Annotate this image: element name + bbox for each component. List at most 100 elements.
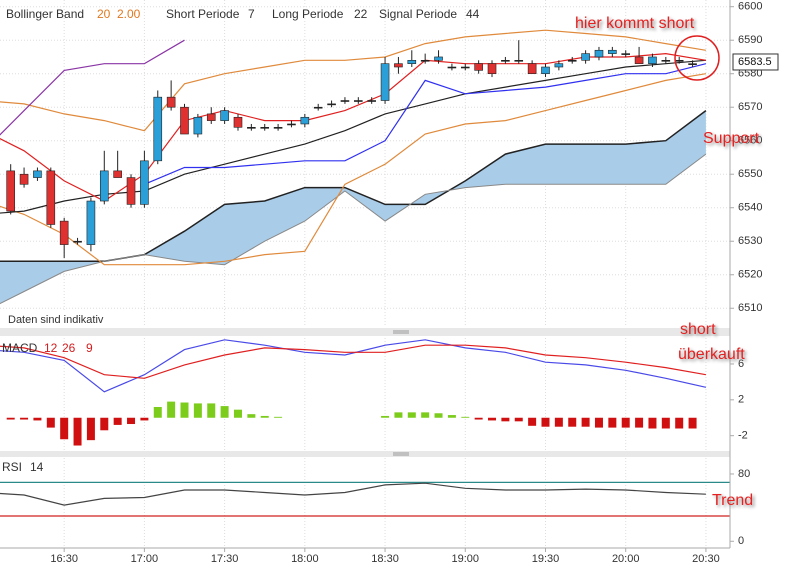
- indicator-param: 7: [248, 7, 255, 21]
- histogram-bar: [20, 417, 29, 420]
- candle-body: [180, 106, 189, 135]
- histogram-bar: [581, 417, 590, 427]
- x-tick-label: 19:00: [452, 553, 480, 565]
- candle-body: [273, 127, 283, 129]
- y-tick-label: 6540: [738, 202, 762, 214]
- indicator-label: Short Periode: [166, 7, 240, 21]
- candle-body: [59, 220, 69, 245]
- candle-body: [126, 177, 136, 205]
- histogram-bar: [568, 417, 577, 427]
- candle-body: [220, 110, 229, 121]
- note-box: [0, 312, 126, 327]
- candle-body: [73, 240, 82, 243]
- panel-param: 12: [44, 341, 58, 355]
- candle-body: [113, 170, 122, 178]
- histogram-bar: [33, 417, 42, 421]
- histogram-bar: [73, 417, 82, 446]
- histogram-bar: [447, 415, 456, 418]
- candle-body: [193, 116, 203, 135]
- candle-body: [99, 170, 109, 202]
- indicator-line: [0, 39, 185, 136]
- histogram-bar: [100, 417, 109, 431]
- y-tick-label: 6580: [738, 68, 762, 80]
- x-tick-label: 16:30: [50, 553, 78, 565]
- histogram-bar: [554, 417, 563, 427]
- annotation: Trend: [712, 492, 753, 509]
- candle-body: [487, 63, 497, 75]
- y-tick-label: 2: [738, 394, 744, 406]
- histogram-bar: [394, 412, 403, 418]
- histogram-bar: [461, 416, 470, 418]
- histogram-bar: [180, 402, 189, 418]
- candle-body: [567, 60, 577, 62]
- y-tick-label: 80: [738, 468, 750, 480]
- histogram-bar: [193, 403, 202, 418]
- histogram-bar: [621, 417, 630, 428]
- histogram-bar: [167, 401, 176, 418]
- candle-body: [674, 60, 684, 62]
- histogram-bar: [407, 412, 416, 418]
- histogram-bar: [113, 417, 122, 425]
- candle-body: [621, 53, 631, 55]
- panel-separator[interactable]: [0, 328, 730, 336]
- panel-separator[interactable]: [0, 451, 730, 457]
- candle-body: [367, 100, 376, 102]
- panel-param: 26: [62, 341, 76, 355]
- grid: [0, 0, 730, 548]
- candle-body: [527, 63, 537, 75]
- histogram-bar: [46, 417, 55, 428]
- candle-body: [474, 63, 483, 71]
- candle-body: [287, 123, 296, 126]
- histogram-bar: [688, 417, 697, 429]
- candle-body: [140, 160, 149, 205]
- candle-body: [420, 60, 430, 62]
- histogram-bar: [434, 413, 443, 418]
- candle-body: [166, 96, 176, 108]
- candle-body: [394, 63, 403, 68]
- candle-body: [648, 56, 657, 64]
- candle-body: [300, 116, 310, 125]
- candle-body: [33, 170, 42, 178]
- candle-body: [260, 127, 270, 129]
- candle-body: [541, 66, 550, 75]
- histogram-bar: [528, 417, 537, 426]
- candle-body: [460, 66, 470, 69]
- candle-body: [46, 170, 56, 225]
- x-tick-label: 20:00: [612, 553, 640, 565]
- y-tick-label: 6600: [738, 1, 762, 13]
- x-tick-label: 17:00: [131, 553, 159, 565]
- indicator-line: [0, 344, 707, 379]
- indicator-label: Bollinger Band: [6, 7, 84, 21]
- panel-title: MACD: [2, 341, 38, 355]
- indicator-param: 2.00: [117, 7, 141, 21]
- y-tick-label: 6520: [738, 269, 762, 281]
- y-tick-label: 6510: [738, 302, 762, 314]
- candle-body: [608, 49, 617, 54]
- x-tick-label: 18:00: [291, 553, 319, 565]
- annotation: short: [680, 321, 716, 338]
- histogram-bar: [661, 417, 670, 429]
- price-panel: [0, 29, 707, 305]
- candle-body: [340, 100, 350, 102]
- candle-body: [380, 63, 390, 101]
- panel-param: 9: [86, 341, 93, 355]
- y-tick-label: 6: [738, 358, 744, 370]
- indicator-line: [0, 73, 706, 266]
- panel-param: 14: [30, 460, 44, 474]
- indicator-line: [144, 63, 707, 185]
- x-tick-label: 18:30: [371, 553, 399, 565]
- candle-body: [233, 116, 243, 128]
- annotation: hier kommt short: [575, 15, 695, 32]
- indicator-label: Long Periode: [272, 7, 344, 21]
- axes: 16:30 17:00 17:30 18:00 18:30 19:00 19:30 20:00…: [50, 1, 779, 565]
- x-tick-label: 17:30: [211, 553, 239, 565]
- histogram-bar: [594, 417, 603, 428]
- x-tick-label: 20:30: [692, 553, 720, 565]
- histogram-bar: [421, 412, 430, 418]
- annotation: Support: [703, 130, 760, 147]
- histogram-bar: [207, 403, 216, 418]
- y-tick-label: 6590: [738, 34, 762, 46]
- cloud: [0, 110, 706, 304]
- y-tick-label: 6530: [738, 235, 762, 247]
